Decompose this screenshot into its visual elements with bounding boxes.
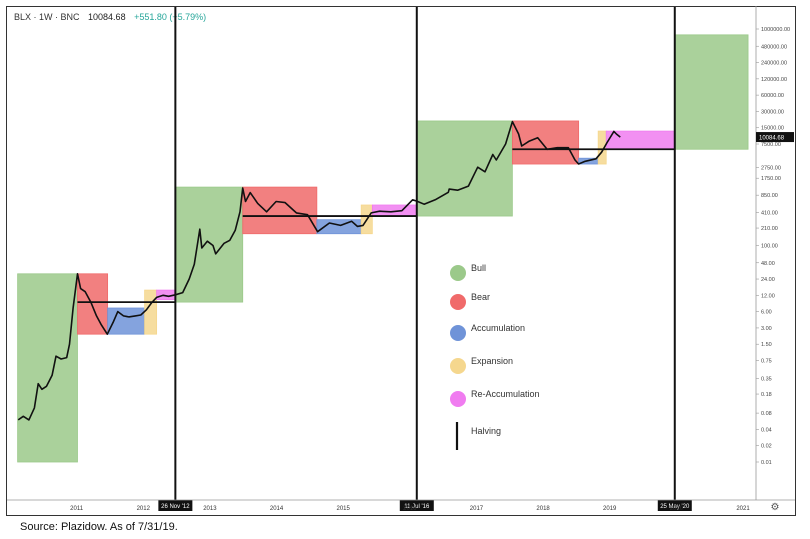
y-tick-label: 120000.00 xyxy=(761,77,787,83)
phase-box-bear xyxy=(242,186,318,235)
y-tick-label: 12.00 xyxy=(761,293,775,299)
x-tick-label: 2014 xyxy=(270,506,284,512)
x-tick-label: 2018 xyxy=(536,506,550,512)
y-tick-label: 410.00 xyxy=(761,210,778,216)
legend-label-bull: Bull xyxy=(471,263,486,273)
y-tick-label: 24.00 xyxy=(761,277,775,283)
price-tag-label: 10084.68 xyxy=(759,135,785,141)
y-tick-label: 480000.00 xyxy=(761,44,787,50)
y-tick-label: 240000.00 xyxy=(761,61,787,67)
halving-label-box xyxy=(657,500,692,511)
y-tick-label: 1750.00 xyxy=(761,176,781,182)
legend-label-halving: Halving xyxy=(471,426,501,436)
legend-marker-accumulation xyxy=(450,325,466,341)
y-tick-label: 3.00 xyxy=(761,326,772,332)
symbol-label[interactable]: BLX · 1W · BNC xyxy=(14,12,80,22)
phase-box-bear xyxy=(77,273,109,335)
y-tick-label: 60000.00 xyxy=(761,93,784,99)
y-tick-label: 0.75 xyxy=(761,359,772,365)
change-value: +551.80 (+5.79%) xyxy=(134,12,207,22)
y-axis: 1000000.00 480000.00 240000.00 120000.00 600… xyxy=(755,6,794,500)
y-tick-label: 48.00 xyxy=(761,261,775,267)
y-tick-label: 6.00 xyxy=(761,310,772,316)
legend-label-re-accumulation: Re-Accumulation xyxy=(471,389,540,399)
halving-label-box xyxy=(399,500,434,511)
y-tick-label: 1000000.00 xyxy=(761,27,790,33)
halving-label: 26 Nov '12 xyxy=(161,504,190,510)
x-tick-label: 2012 xyxy=(137,506,151,512)
phase-box-bull xyxy=(674,34,749,150)
legend: Bull Bear Accumulation Expansion Re-Accumula… xyxy=(450,263,540,450)
gear-icon: ⚙ xyxy=(771,502,780,513)
y-tick-label: 0.08 xyxy=(761,411,772,417)
y-tick-label: 0.18 xyxy=(761,392,772,398)
legend-marker-bear xyxy=(450,294,466,310)
y-tick-label: 15000.00 xyxy=(761,126,784,132)
x-tick-label: 2015 xyxy=(337,506,351,512)
y-tick-label: 100.00 xyxy=(761,244,778,250)
y-tick-label: 0.02 xyxy=(761,444,772,450)
x-tick-label: 2020 xyxy=(670,506,684,512)
legend-marker-bull xyxy=(450,265,466,281)
last-value: 10084.68 xyxy=(88,12,126,22)
y-tick-label: 850.00 xyxy=(761,193,778,199)
y-tick-label: 7500.00 xyxy=(761,142,781,148)
legend-marker-re-accumulation xyxy=(450,391,466,407)
phase-box-bull xyxy=(416,120,513,217)
halving-label-box xyxy=(158,500,193,511)
phase-boxes xyxy=(17,34,749,463)
y-tick-label: 210.00 xyxy=(761,226,778,232)
phase-box-expansion xyxy=(144,289,158,335)
chart-header: BLX · 1W · BNC 10084.68 +551.80 (+5.79%) xyxy=(14,12,206,22)
chart-frame xyxy=(6,6,796,516)
phase-box-bull xyxy=(174,186,244,303)
y-tick-label: 1.50 xyxy=(761,342,772,348)
x-tick-label: 2011 xyxy=(70,506,84,512)
x-tick-label: 2013 xyxy=(203,506,217,512)
source-note: Source: Plazidow. As of 7/31/19. xyxy=(20,521,178,533)
x-tick-label: 2021 xyxy=(736,506,750,512)
y-tick-label: 2750.00 xyxy=(761,166,781,172)
x-tick-label: 2017 xyxy=(470,506,484,512)
y-tick-label: 0.04 xyxy=(761,427,772,433)
legend-label-expansion: Expansion xyxy=(471,356,513,366)
phase-box-bear xyxy=(511,120,580,165)
x-tick-label: 2019 xyxy=(603,506,617,512)
settings-button[interactable]: ⚙ xyxy=(771,502,780,513)
phase-box-bull xyxy=(17,273,78,463)
legend-marker-expansion xyxy=(450,358,466,374)
y-tick-label: 0.35 xyxy=(761,376,772,382)
halving-label: 11 Jul '16 xyxy=(404,504,430,510)
price-series xyxy=(17,120,621,421)
y-tick-label: 0.01 xyxy=(761,460,772,466)
halving-lines: 26 Nov '12 11 Jul '16 25 May '20 xyxy=(158,7,692,511)
y-tick-label: 30000.00 xyxy=(761,109,784,115)
halving-label: 25 May '20 xyxy=(660,504,690,510)
price-line xyxy=(17,120,621,421)
x-tick-label: 2016 xyxy=(403,506,417,512)
reference-lines xyxy=(77,148,675,304)
legend-label-bear: Bear xyxy=(471,292,490,302)
legend-label-accumulation: Accumulation xyxy=(471,323,525,333)
x-axis: 2011 2012 2013 2014 2015 2016 2017 2018 2019 2020… xyxy=(7,499,795,512)
price-tag-box xyxy=(756,132,794,143)
